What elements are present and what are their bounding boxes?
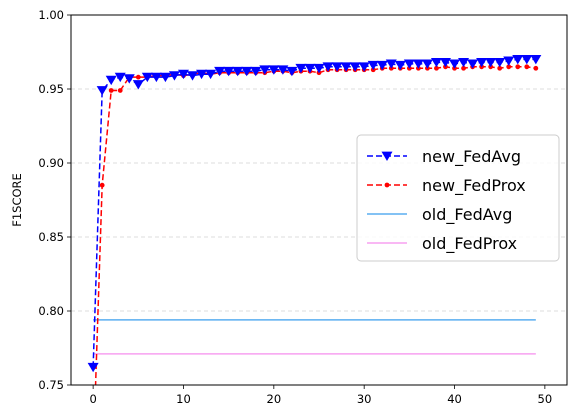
new-fedavg-point (87, 362, 99, 373)
new-fedavg-point (512, 55, 524, 65)
new-fedavg-point (412, 59, 424, 69)
new-fedprox-point (497, 65, 503, 71)
legend-label: new_FedProx (422, 176, 526, 196)
new-fedavg-point (313, 63, 325, 74)
new-fedprox-point (533, 65, 539, 71)
new-fedavg-point (250, 66, 262, 77)
legend-item-old-fedavg: old_FedAvg (367, 205, 512, 225)
new-fedavg-point (159, 72, 171, 83)
new-fedavg-point (232, 66, 244, 77)
new-fedavg-point (403, 59, 415, 69)
new-fedavg-point (141, 72, 153, 83)
new-fedavg-point (449, 59, 461, 69)
legend-item-old-fedprox: old_FedProx (367, 234, 517, 254)
new-fedavg-point (196, 69, 208, 80)
legend-box (356, 134, 560, 262)
new-fedavg-point (439, 57, 451, 68)
x-tick-label: 10 (176, 392, 191, 406)
legend-label: old_FedAvg (422, 205, 512, 225)
new-fedavg-point (114, 72, 126, 83)
y-tick-label: 0.85 (38, 230, 64, 244)
legend-label: new_FedAvg (422, 147, 521, 167)
new-fedavg-point (277, 65, 289, 75)
new-fedavg-point (421, 59, 433, 69)
series-clip-group (87, 55, 542, 385)
new-fedavg-point (214, 66, 226, 77)
new-fedavg-point (485, 57, 497, 68)
new-fedprox-point (506, 64, 512, 70)
legend-item-new-fedprox: new_FedProx (367, 176, 526, 196)
new-fedprox-point (434, 65, 439, 71)
new-fedavg-point (358, 62, 370, 72)
x-tick-label: 0 (89, 392, 96, 406)
new-fedavg-point (340, 62, 352, 72)
new-fedavg-point (295, 63, 307, 74)
new-fedprox-point (461, 65, 466, 71)
x-tick-label: 30 (357, 392, 372, 406)
new-fedprox-point (135, 74, 141, 80)
new-fedavg-point (259, 65, 271, 75)
new-fedprox-point (108, 88, 114, 93)
legend-swatch-marker (381, 151, 393, 161)
new-fedavg-point (376, 60, 388, 71)
legend-swatch-marker (384, 182, 390, 188)
y-tick-label: 1.00 (38, 8, 64, 22)
new-fedprox-point (515, 64, 521, 70)
new-fedavg-point (467, 59, 479, 69)
new-fedavg-point (105, 75, 117, 86)
new-fedavg-point (331, 62, 343, 72)
series-new-fedavg (87, 55, 542, 373)
y-axis-title: F1SCORE (10, 173, 24, 227)
new-fedavg-point (187, 71, 199, 81)
new-fedavg-point (304, 63, 316, 74)
new-fedavg-point (286, 66, 298, 77)
x-tick-label: 20 (267, 392, 282, 406)
new-fedavg-point (385, 59, 397, 69)
y-tick-label: 0.95 (38, 82, 64, 96)
new-fedavg-point (96, 86, 108, 96)
new-fedavg-point (150, 72, 162, 83)
new-fedavg-point (394, 60, 406, 71)
new-fedavg-point (458, 57, 470, 68)
new-fedavg-point (476, 57, 488, 68)
new-fedavg-point (530, 55, 542, 65)
new-fedavg-point (521, 55, 533, 65)
new-fedavg-point (223, 66, 235, 77)
legend-label: old_FedProx (422, 234, 517, 254)
new-fedprox-point (117, 88, 123, 93)
x-tick-label: 50 (538, 392, 553, 406)
legend-item-new-fedavg: new_FedAvg (367, 147, 521, 167)
new-fedavg-point (205, 69, 217, 80)
new-fedavg-point (367, 60, 379, 71)
axis-ticks: 0 10 20 30 40 50 0.75 0.80 0.85 0.90 0.95 1.00 (38, 8, 552, 406)
new-fedavg-point (123, 74, 135, 84)
new-fedprox-point (524, 64, 530, 70)
new-fedavg-point (168, 71, 180, 81)
new-fedavg-point (177, 69, 189, 80)
y-tick-label: 0.75 (38, 378, 64, 392)
new-fedavg-point (241, 66, 253, 77)
legend: new_FedAvg new_FedProx old_FedAvg old_FedPr… (356, 134, 560, 262)
y-tick-label: 0.90 (38, 156, 64, 170)
new-fedavg-point (349, 62, 361, 72)
x-tick-label: 40 (447, 392, 462, 406)
new-fedprox-point (99, 182, 105, 188)
series-lines (87, 55, 542, 385)
new-fedavg-point (322, 62, 334, 72)
plot-frame (70, 14, 568, 386)
new-fedavg-point (430, 57, 442, 68)
new-fedavg-point (132, 80, 144, 90)
y-tick-label: 0.80 (38, 304, 64, 318)
new-fedavg-point (494, 57, 506, 68)
new-fedavg-point (503, 56, 515, 66)
new-fedavg-point (268, 65, 280, 75)
